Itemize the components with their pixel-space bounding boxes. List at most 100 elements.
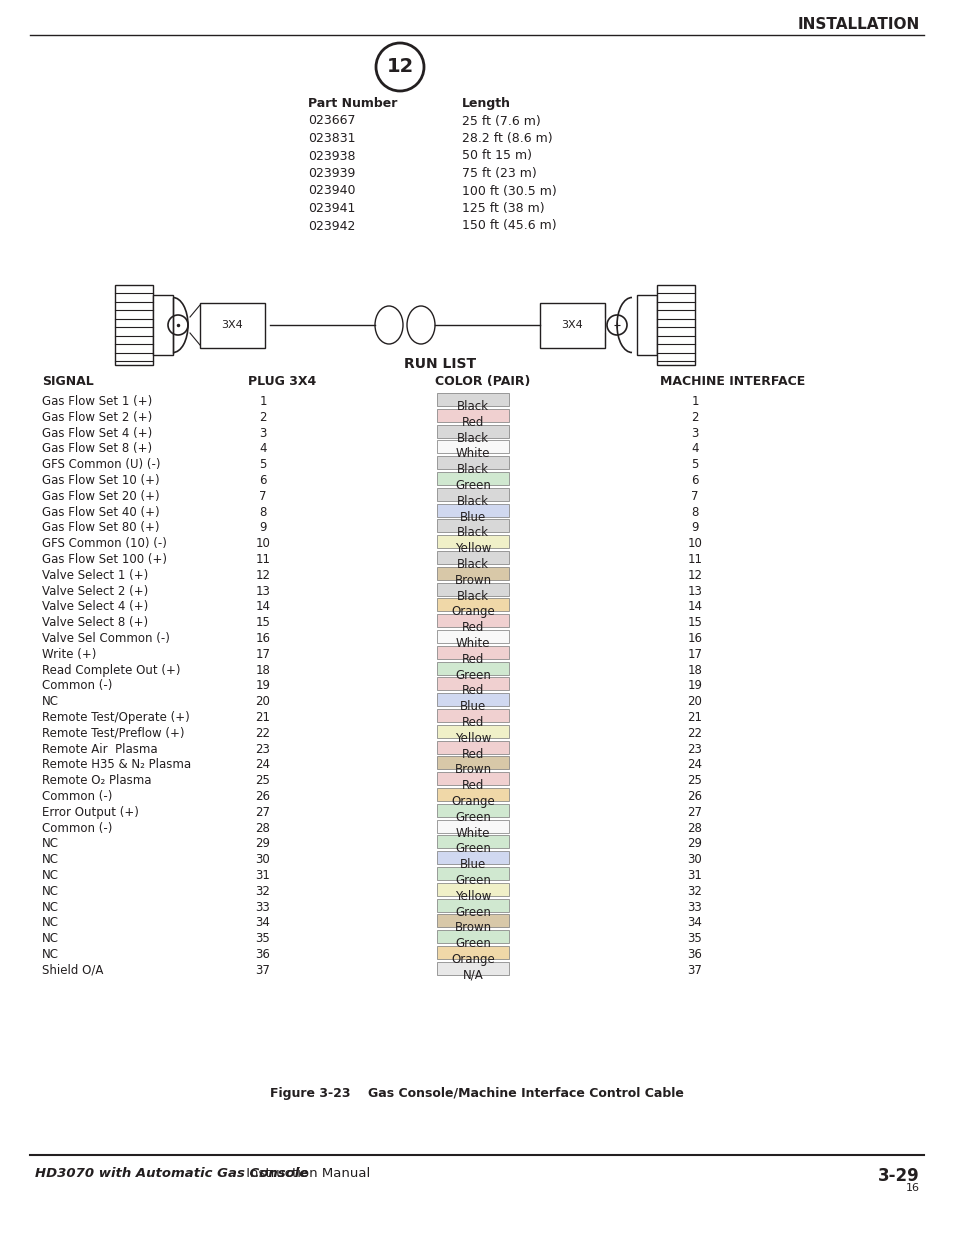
FancyBboxPatch shape: [436, 646, 509, 658]
Text: Blue: Blue: [459, 700, 486, 713]
Text: 32: 32: [687, 884, 701, 898]
FancyBboxPatch shape: [436, 520, 509, 532]
Text: SIGNAL: SIGNAL: [42, 375, 93, 388]
Text: White: White: [456, 826, 490, 840]
Text: Yellow: Yellow: [455, 889, 491, 903]
Text: 150 ft (45.6 m): 150 ft (45.6 m): [461, 220, 556, 232]
Text: 28.2 ft (8.6 m): 28.2 ft (8.6 m): [461, 132, 552, 144]
Text: Valve Select 8 (+): Valve Select 8 (+): [42, 616, 148, 629]
Text: 14: 14: [255, 600, 271, 614]
Text: 26: 26: [255, 790, 271, 803]
Text: Green: Green: [455, 842, 491, 856]
Text: 023939: 023939: [308, 167, 355, 180]
FancyBboxPatch shape: [436, 725, 509, 737]
Text: 10: 10: [687, 537, 701, 551]
Text: Remote Test/Preflow (+): Remote Test/Preflow (+): [42, 727, 184, 740]
Text: 023942: 023942: [308, 220, 355, 232]
FancyBboxPatch shape: [436, 741, 509, 753]
Text: 023938: 023938: [308, 149, 355, 163]
Text: 37: 37: [255, 963, 270, 977]
Text: Black: Black: [456, 589, 489, 603]
Text: Green: Green: [455, 668, 491, 682]
FancyBboxPatch shape: [436, 551, 509, 564]
Text: 3: 3: [691, 426, 698, 440]
Text: 27: 27: [687, 805, 701, 819]
Text: 6: 6: [259, 474, 267, 487]
Text: NC: NC: [42, 869, 59, 882]
Text: Gas Flow Set 2 (+): Gas Flow Set 2 (+): [42, 411, 152, 424]
Text: Common (-): Common (-): [42, 821, 112, 835]
Text: 13: 13: [687, 584, 701, 598]
Text: 023941: 023941: [308, 203, 355, 215]
FancyBboxPatch shape: [436, 756, 509, 769]
Text: 31: 31: [687, 869, 701, 882]
Text: NC: NC: [42, 837, 59, 851]
FancyBboxPatch shape: [436, 946, 509, 960]
Text: COLOR (PAIR): COLOR (PAIR): [435, 375, 530, 388]
Text: Red: Red: [461, 621, 484, 635]
Text: 33: 33: [687, 900, 701, 914]
Text: Valve Select 1 (+): Valve Select 1 (+): [42, 569, 148, 582]
Text: N/A: N/A: [462, 968, 483, 982]
Text: Green: Green: [455, 905, 491, 919]
Text: 5: 5: [259, 458, 267, 472]
FancyBboxPatch shape: [436, 504, 509, 516]
Text: 19: 19: [687, 679, 701, 693]
Text: Black: Black: [456, 558, 489, 571]
Text: 32: 32: [255, 884, 270, 898]
Text: 15: 15: [255, 616, 270, 629]
FancyBboxPatch shape: [436, 678, 509, 690]
Text: 33: 33: [255, 900, 270, 914]
Text: Error Output (+): Error Output (+): [42, 805, 139, 819]
Text: 23: 23: [687, 742, 701, 756]
Text: PLUG 3X4: PLUG 3X4: [248, 375, 315, 388]
Text: 023667: 023667: [308, 115, 355, 127]
Text: 1: 1: [259, 395, 267, 408]
FancyBboxPatch shape: [436, 630, 509, 643]
Text: Red: Red: [461, 416, 484, 429]
Text: NC: NC: [42, 916, 59, 930]
Text: Gas Flow Set 8 (+): Gas Flow Set 8 (+): [42, 442, 152, 456]
Text: GFS Common (10) (-): GFS Common (10) (-): [42, 537, 167, 551]
FancyBboxPatch shape: [436, 914, 509, 927]
Text: 8: 8: [691, 505, 698, 519]
Text: 3X4: 3X4: [561, 320, 583, 330]
Text: Black: Black: [456, 526, 489, 540]
Text: Remote Test/Operate (+): Remote Test/Operate (+): [42, 711, 190, 724]
Text: Gas Flow Set 20 (+): Gas Flow Set 20 (+): [42, 490, 159, 503]
Text: 24: 24: [687, 758, 701, 772]
Text: 28: 28: [255, 821, 270, 835]
Text: Valve Select 2 (+): Valve Select 2 (+): [42, 584, 148, 598]
Text: Gas Flow Set 80 (+): Gas Flow Set 80 (+): [42, 521, 159, 535]
FancyBboxPatch shape: [436, 851, 509, 864]
Text: Brown: Brown: [454, 574, 491, 587]
Text: MACHINE INTERFACE: MACHINE INTERFACE: [659, 375, 804, 388]
Text: 9: 9: [259, 521, 267, 535]
Text: Red: Red: [461, 779, 484, 792]
FancyBboxPatch shape: [436, 472, 509, 485]
Text: 22: 22: [255, 727, 271, 740]
Text: Black: Black: [456, 400, 489, 412]
Text: 5: 5: [691, 458, 698, 472]
Text: 36: 36: [255, 948, 270, 961]
Text: 22: 22: [687, 727, 701, 740]
FancyBboxPatch shape: [436, 535, 509, 548]
Text: Orange: Orange: [451, 953, 495, 966]
FancyBboxPatch shape: [115, 285, 152, 366]
Text: 50 ft 15 m): 50 ft 15 m): [461, 149, 532, 163]
Text: 31: 31: [255, 869, 270, 882]
Text: 29: 29: [687, 837, 701, 851]
Text: Valve Select 4 (+): Valve Select 4 (+): [42, 600, 148, 614]
Text: 30: 30: [255, 853, 270, 866]
FancyBboxPatch shape: [436, 409, 509, 422]
FancyBboxPatch shape: [436, 583, 509, 595]
Text: NC: NC: [42, 695, 59, 708]
Text: 3-29: 3-29: [878, 1167, 919, 1186]
Text: 4: 4: [691, 442, 698, 456]
Text: Common (-): Common (-): [42, 790, 112, 803]
Text: Gas Flow Set 40 (+): Gas Flow Set 40 (+): [42, 505, 159, 519]
Text: Blue: Blue: [459, 858, 486, 871]
Text: HD3070 with Automatic Gas Console: HD3070 with Automatic Gas Console: [35, 1167, 308, 1179]
FancyBboxPatch shape: [436, 488, 509, 501]
Text: 23: 23: [255, 742, 270, 756]
